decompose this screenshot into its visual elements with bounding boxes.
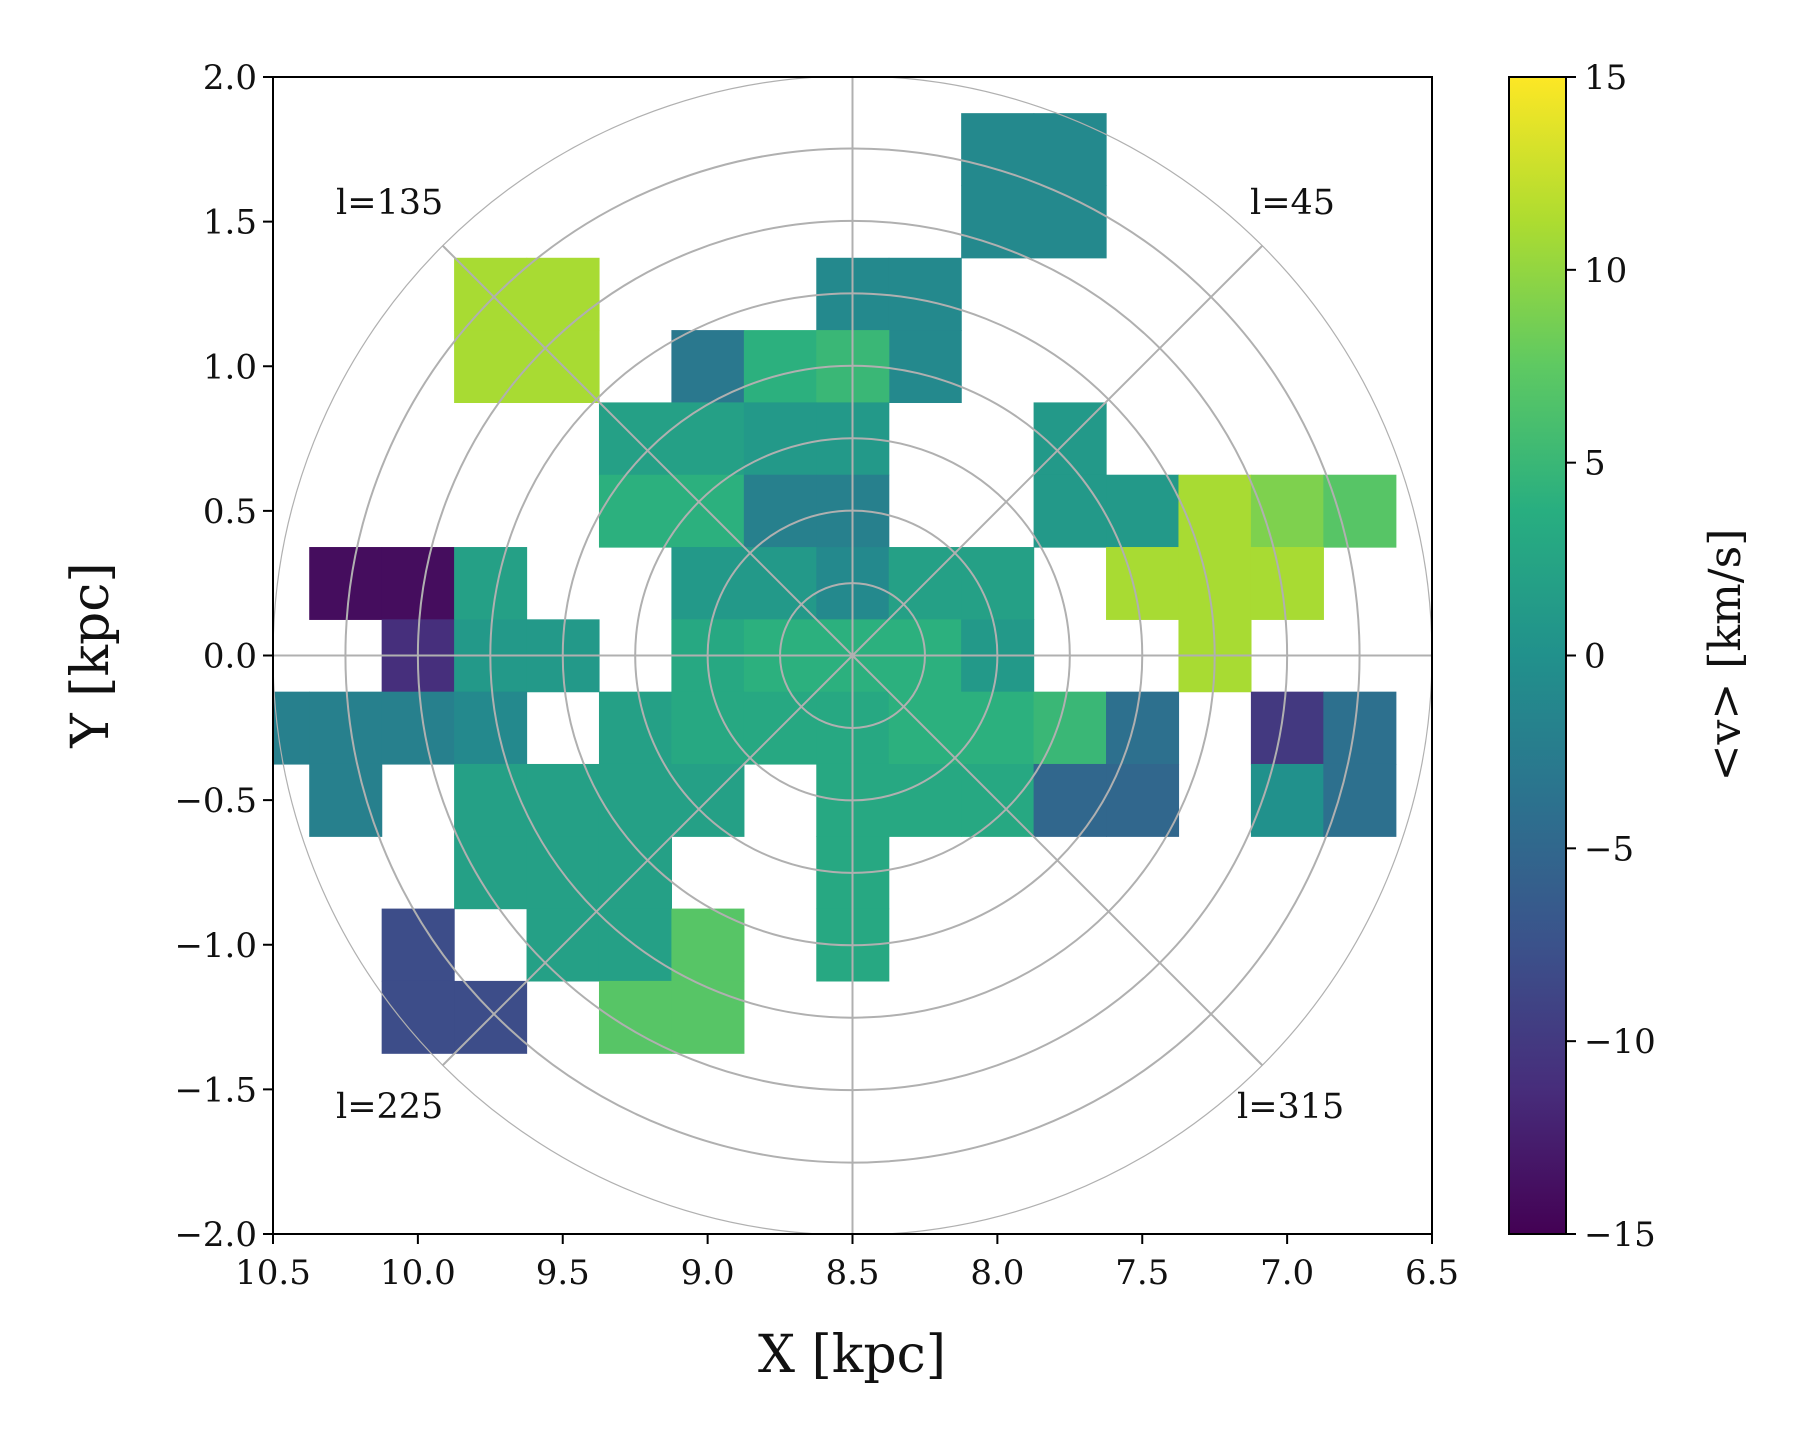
colorbar-tick-label: 10	[1584, 251, 1627, 291]
heatmap-cell	[1106, 547, 1180, 620]
x-axis-title: X [kpc]	[758, 1325, 946, 1385]
y-axis-title: Y [kpc]	[61, 562, 121, 748]
x-tick-label: 10.5	[235, 1253, 311, 1293]
heatmap-cell	[743, 474, 817, 548]
heatmap-cell	[888, 330, 962, 404]
colorbar-tick-label: −10	[1584, 1022, 1656, 1062]
heatmap-cell	[1106, 691, 1180, 765]
heatmap-cell	[743, 402, 817, 476]
heatmap-cell	[454, 330, 528, 404]
polar-spoke	[442, 245, 854, 657]
heatmap-cell	[598, 691, 673, 765]
heatmap-cell	[961, 185, 1035, 259]
colorbar-gradient	[1508, 76, 1567, 1235]
y-tick-label: 0.0	[203, 637, 257, 677]
heatmap-cell	[381, 547, 455, 620]
heatmap-cell	[961, 113, 1035, 187]
heatmap-cell	[888, 763, 962, 837]
x-tick-label: 8.5	[825, 1253, 879, 1293]
heatmap-cell	[454, 691, 528, 765]
heatmap-cell	[1033, 474, 1107, 548]
y-tick-label: −0.5	[174, 781, 257, 821]
heatmap-cell	[1323, 691, 1397, 765]
x-tick-label: 7.0	[1260, 1253, 1314, 1293]
heatmap-cell	[671, 980, 745, 1054]
y-tick-label: 0.5	[203, 492, 257, 532]
heatmap-cell	[381, 691, 455, 765]
heatmap-cell	[1323, 474, 1397, 548]
y-tick-label: −1.5	[174, 1070, 257, 1110]
heatmap-cell	[1033, 113, 1107, 187]
heatmap-cell	[671, 908, 745, 982]
y-tick-label: −2.0	[174, 1215, 257, 1255]
heatmap-cell	[381, 908, 455, 982]
x-tick-label: 7.5	[1115, 1253, 1169, 1293]
y-tick-label: 1.5	[203, 203, 257, 243]
x-tick-label: 8.0	[970, 1253, 1024, 1293]
heatmap-cell	[1178, 547, 1252, 620]
polar-spoke	[442, 654, 854, 1066]
polar-spoke	[851, 654, 1263, 1066]
x-tick-label: 9.5	[536, 1253, 590, 1293]
x-axis-ticks: 10.5 10.0 9.5 9.0 8.5 8.0 7.5 7.0 6.5	[235, 1234, 1459, 1293]
heatmap-cell	[671, 547, 745, 620]
annotation-l135: l=135	[336, 183, 443, 223]
colorbar-tick-label: −5	[1584, 829, 1634, 869]
annotation-l45: l=45	[1250, 183, 1335, 223]
heatmap-cell	[1033, 763, 1107, 837]
annotation-l315: l=315	[1237, 1087, 1344, 1127]
y-tick-label: −1.0	[174, 926, 257, 966]
heatmap-cell	[743, 330, 817, 404]
heatmap-cell	[454, 547, 528, 620]
heatmap-cell	[1250, 547, 1324, 620]
polar-spoke	[851, 245, 1263, 657]
heatmap-cell	[671, 691, 745, 765]
heatmap-cell	[1033, 691, 1107, 765]
heatmap-cell	[273, 691, 310, 765]
heatmap-cell	[598, 763, 673, 837]
heatmap-cell	[1106, 474, 1180, 548]
x-tick-label: 9.0	[681, 1253, 735, 1293]
heatmap-cell	[309, 763, 383, 837]
heatmap-cell	[454, 763, 528, 837]
heatmap-cell	[961, 547, 1035, 620]
heatmap-cell	[526, 763, 600, 837]
heatmap-cell	[888, 257, 962, 331]
colorbar-tick-label: 15	[1584, 58, 1627, 98]
heatmap-cell	[1106, 763, 1180, 837]
heatmap-cell	[1323, 763, 1397, 837]
annotation-l225: l=225	[336, 1087, 443, 1127]
heatmap-cell	[309, 691, 383, 765]
heatmap-cell	[598, 980, 673, 1054]
colorbar-title: <v> [km/s]	[1700, 529, 1751, 782]
y-tick-label: 2.0	[203, 58, 257, 98]
heatmap-cells	[273, 113, 1397, 1054]
y-tick-label: 1.0	[203, 347, 257, 387]
heatmap-cell	[1178, 474, 1252, 548]
heatmap-cell	[1250, 691, 1324, 765]
heatmap-cell	[671, 402, 745, 476]
colorbar-tick-label: 5	[1584, 444, 1606, 484]
colorbar-ticks: 15 10 5 0 −5 −10 −15	[1566, 58, 1656, 1255]
heatmap-cell	[381, 980, 455, 1054]
colorbar-tick-label: 0	[1584, 637, 1606, 677]
heatmap-cell	[526, 257, 600, 331]
heatmap-cell	[961, 691, 1035, 765]
x-tick-label: 10.0	[380, 1253, 456, 1293]
heatmap-cell	[309, 547, 383, 620]
x-tick-label: 6.5	[1405, 1253, 1459, 1293]
heatmap-cell	[454, 836, 528, 910]
polar-grid	[273, 77, 1432, 1234]
colorbar-tick-label: −15	[1584, 1215, 1656, 1255]
y-axis-ticks: 2.0 1.5 1.0 0.5 0.0 −0.5 −1.0 −1.5 −2.0	[174, 58, 273, 1255]
heatmap-cell	[598, 474, 673, 548]
